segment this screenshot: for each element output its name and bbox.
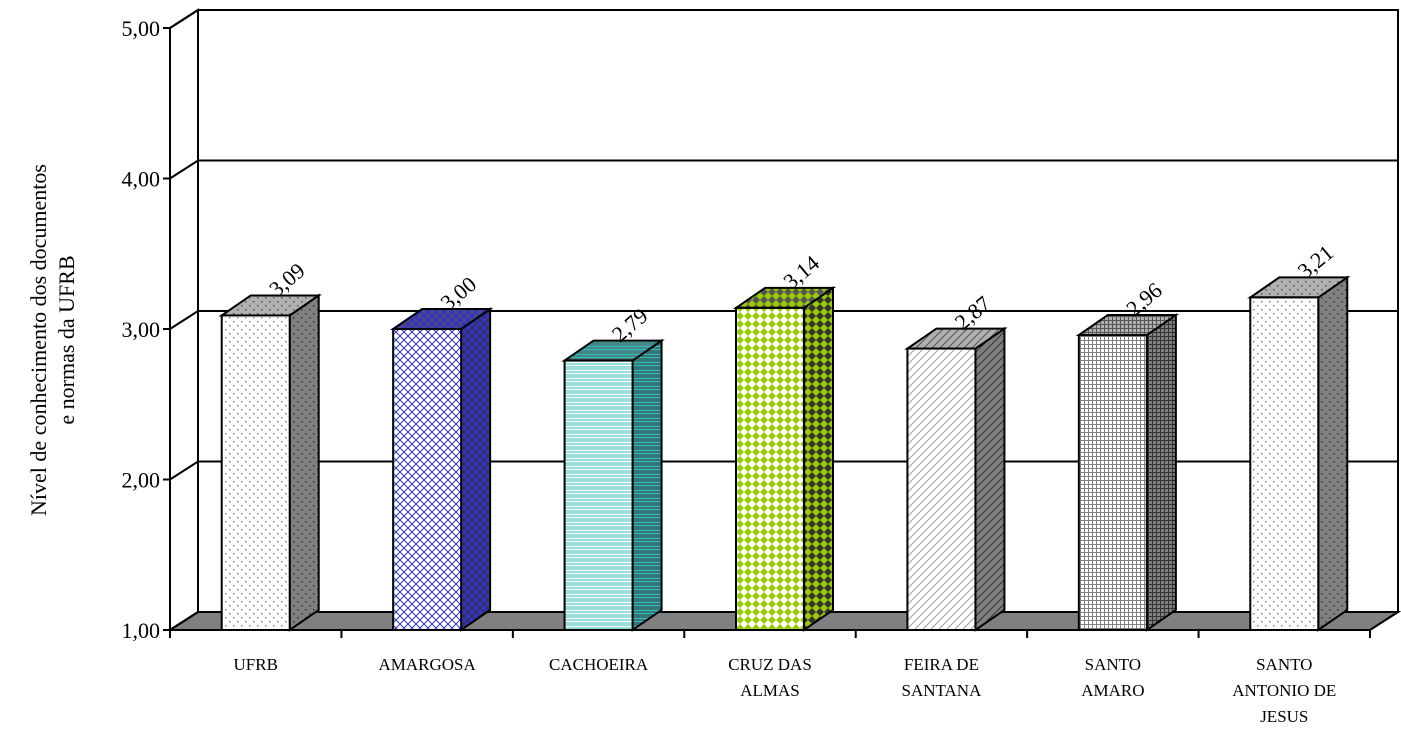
bar-front	[1249, 296, 1320, 631]
y-axis-title: Nível de conhecimento dos documentos e n…	[26, 164, 79, 516]
grid-line	[169, 9, 1398, 29]
y-tick-label: 5,00	[122, 16, 161, 41]
bar-front	[735, 306, 805, 631]
x-tick-label: CACHOEIRA	[549, 655, 649, 674]
x-tick-label-line: SANTO	[1085, 655, 1141, 674]
x-tick-label-line: ANTONIO DE	[1232, 681, 1336, 700]
x-tick-label-line: UFRB	[234, 655, 278, 674]
x-tick-label-line: CACHOEIRA	[549, 655, 649, 674]
x-tick-label: SANTO ANTONIO DE JESUS	[1232, 655, 1336, 726]
bar-front	[906, 347, 977, 631]
y-tick-label: 2,00	[122, 468, 161, 493]
grid-line	[169, 310, 1398, 330]
x-tick-label: FEIRA DE SANTANA	[901, 655, 982, 700]
x-tick-label: UFRB	[234, 655, 278, 674]
bar-side	[460, 307, 492, 632]
bar-front	[1077, 334, 1148, 631]
y-tick-label: 4,00	[122, 167, 161, 192]
x-tick-label-line: SANTANA	[901, 681, 982, 700]
x-tick-label-line: CRUZ DAS	[728, 655, 812, 674]
bar	[218, 293, 322, 632]
bar	[561, 338, 665, 632]
x-tick-label-line: AMARGOSA	[378, 655, 476, 674]
bar-side	[1145, 313, 1177, 632]
bar	[904, 326, 1008, 632]
bar	[1075, 313, 1180, 632]
bar-front	[392, 328, 463, 631]
bar	[1247, 275, 1351, 632]
x-tick-label-line: FEIRA DE	[904, 655, 979, 674]
y-tick-label: 3,00	[122, 317, 161, 342]
y-tick-label: 1,00	[122, 618, 161, 643]
x-tick-label-line: ALMAS	[740, 681, 800, 700]
bar-side	[631, 338, 663, 632]
bar	[732, 286, 837, 632]
bar-front	[220, 314, 291, 631]
bar-side	[803, 286, 834, 632]
x-tick-label-line: AMARO	[1081, 681, 1144, 700]
y-axis-title-line: Nível de conhecimento dos documentos	[26, 164, 51, 516]
x-tick-label: CRUZ DAS ALMAS	[728, 655, 812, 700]
bar-side	[288, 293, 320, 632]
grid-line	[169, 159, 1398, 180]
bar	[389, 307, 494, 632]
x-tick-label: SANTO AMARO	[1081, 655, 1144, 700]
bar-front	[563, 359, 634, 631]
bar-side	[974, 326, 1006, 632]
x-tick-label-line: SANTO	[1256, 655, 1312, 674]
y-axis-title-line: e normas da UFRB	[54, 255, 79, 424]
bar-side	[1317, 275, 1349, 632]
x-tick-label: AMARGOSA	[378, 655, 476, 674]
x-tick-label-line: JESUS	[1260, 707, 1308, 726]
